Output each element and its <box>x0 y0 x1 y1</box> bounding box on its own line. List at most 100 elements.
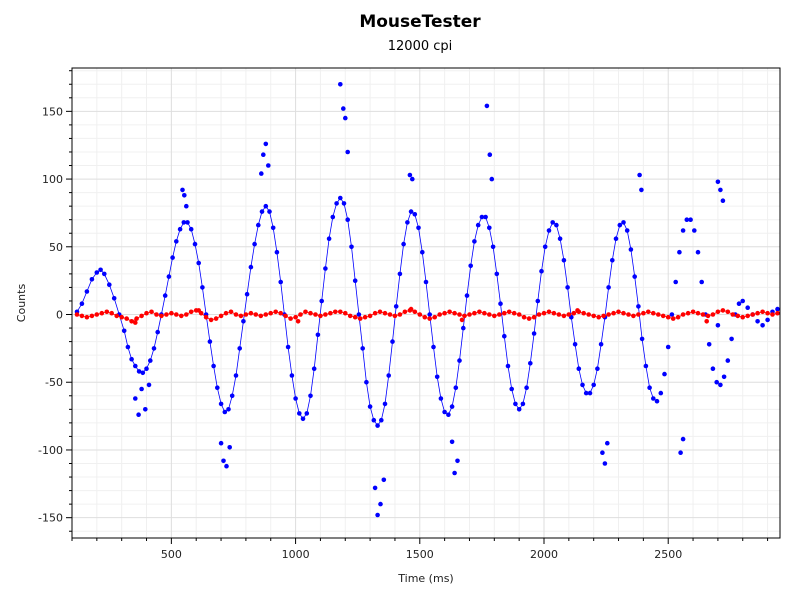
data-point <box>606 285 611 290</box>
data-point <box>636 312 641 317</box>
data-point <box>432 314 438 320</box>
data-point <box>99 310 105 316</box>
data-point <box>651 396 656 401</box>
data-point <box>483 214 488 220</box>
data-point <box>248 264 254 270</box>
data-point <box>136 412 141 418</box>
data-point <box>511 310 517 316</box>
data-point <box>298 312 303 317</box>
data-point <box>647 385 652 391</box>
data-point <box>104 309 110 315</box>
data-point <box>434 374 440 380</box>
data-point <box>134 316 139 321</box>
data-point <box>89 313 95 319</box>
data-point <box>289 373 295 378</box>
data-point <box>313 312 318 317</box>
data-point <box>288 316 293 321</box>
data-point <box>745 313 750 319</box>
data-point <box>765 317 770 323</box>
data-point <box>750 312 755 317</box>
data-point <box>765 310 770 316</box>
data-point <box>382 310 388 316</box>
data-point <box>229 393 235 399</box>
data-point <box>658 390 664 396</box>
data-point <box>114 313 119 319</box>
data-point <box>318 313 323 319</box>
data-point <box>705 313 711 319</box>
data-point <box>278 279 284 285</box>
data-point <box>180 187 185 193</box>
data-point <box>224 463 229 469</box>
plot-frame <box>71 67 781 539</box>
data-point <box>665 344 671 350</box>
data-point <box>192 241 198 247</box>
data-point <box>259 209 265 214</box>
data-point <box>315 332 321 338</box>
data-point <box>651 310 656 316</box>
data-point <box>427 316 433 321</box>
data-point <box>386 373 392 378</box>
data-point <box>334 201 339 206</box>
data-point <box>714 379 719 385</box>
data-point <box>293 314 298 320</box>
data-point <box>695 310 701 316</box>
data-point <box>174 239 179 244</box>
y-tick-label: 100 <box>42 173 63 186</box>
data-point <box>407 172 413 178</box>
data-point <box>639 187 644 193</box>
data-point <box>706 342 712 347</box>
data-point <box>665 314 671 320</box>
data-point <box>129 319 134 324</box>
data-point <box>581 310 586 316</box>
data-point <box>94 312 100 317</box>
data-point <box>613 236 619 241</box>
data-point <box>213 316 219 321</box>
data-point <box>740 314 745 320</box>
data-point <box>516 312 522 317</box>
data-point <box>326 236 332 241</box>
data-point <box>397 271 403 277</box>
x-tick-label: 2500 <box>654 548 682 561</box>
data-point <box>680 436 686 442</box>
data-point <box>449 404 455 409</box>
data-point <box>736 301 742 307</box>
data-point <box>226 407 231 412</box>
data-point <box>438 396 444 401</box>
data-point <box>233 312 239 317</box>
data-point <box>528 361 533 366</box>
data-point <box>133 320 138 325</box>
data-point <box>146 382 152 388</box>
data-point <box>427 312 433 317</box>
data-point <box>617 222 623 228</box>
data-point <box>646 309 651 315</box>
data-point <box>255 222 261 228</box>
data-point <box>248 310 254 316</box>
data-point <box>420 249 425 255</box>
data-point <box>531 314 537 320</box>
y-tick-label: 150 <box>42 105 63 118</box>
data-point <box>227 445 232 450</box>
data-point <box>755 319 760 324</box>
data-point <box>345 149 351 155</box>
data-point <box>462 313 467 319</box>
data-point <box>412 212 418 217</box>
data-point <box>654 398 660 404</box>
data-point <box>710 312 716 317</box>
x-axis-label: Time (ms) <box>397 572 453 585</box>
data-point <box>509 386 514 392</box>
data-point <box>375 512 380 518</box>
data-point <box>228 309 234 315</box>
data-point <box>520 401 526 407</box>
data-point <box>408 209 414 214</box>
data-point <box>502 333 507 339</box>
data-point <box>338 82 343 87</box>
data-point <box>181 220 187 225</box>
data-point <box>367 313 373 319</box>
data-point <box>244 291 250 297</box>
data-point <box>338 309 343 315</box>
data-point <box>775 306 780 312</box>
data-point <box>524 385 529 391</box>
data-point <box>595 366 600 372</box>
data-point <box>362 314 368 320</box>
data-point <box>472 239 477 244</box>
